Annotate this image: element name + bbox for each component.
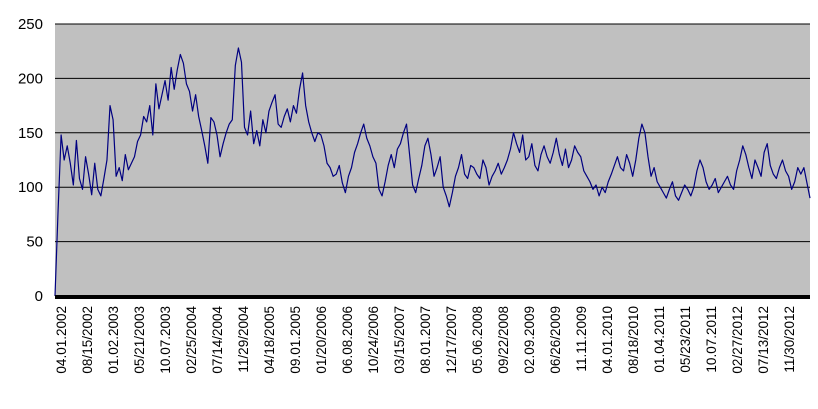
x-tick-label: 10.07.2011 xyxy=(704,306,719,373)
y-tick-label: 100 xyxy=(18,179,43,196)
y-tick-label: 150 xyxy=(18,125,43,142)
x-tick-label: 01.04.2011 xyxy=(652,306,667,373)
y-tick-label: 200 xyxy=(18,70,43,87)
x-tick-label: 05.06.2008 xyxy=(470,306,485,374)
y-tick-label: 0 xyxy=(35,288,43,305)
y-tick-label: 250 xyxy=(18,16,43,33)
x-tick-label: 02.09.2009 xyxy=(522,306,537,374)
x-tick-label: 08.01.2007 xyxy=(418,306,433,374)
x-tick-label: 01.02.2003 xyxy=(106,306,121,374)
x-tick-label: 11/30/2012 xyxy=(782,306,797,373)
y-axis-tick-labels: 0 50 100 150 200 250 xyxy=(18,16,43,305)
x-tick-label: 03/15/2007 xyxy=(392,306,407,374)
x-tick-label: 10.07.2003 xyxy=(158,306,173,374)
x-axis-baseline xyxy=(55,295,810,299)
x-tick-label: 06.08.2006 xyxy=(340,306,355,374)
series-layer xyxy=(54,47,811,297)
x-tick-label: 11.11.2009 xyxy=(574,306,589,372)
x-tick-label: 06/26/2009 xyxy=(548,306,563,374)
x-tick-label: 09.01.2005 xyxy=(288,306,303,374)
series-line-0 xyxy=(54,47,811,297)
x-tick-label: 01/20/2006 xyxy=(314,306,329,374)
x-tick-label: 09/22/2008 xyxy=(496,306,511,374)
x-tick-label: 12/17/2007 xyxy=(444,306,459,374)
x-tick-label: 11/29/2004 xyxy=(236,306,251,373)
x-tick-label: 05/21/2003 xyxy=(132,306,147,374)
x-tick-label: 07/13/2012 xyxy=(756,306,771,374)
x-tick-label: 04.01.2010 xyxy=(600,306,615,374)
x-tick-label: 07/14/2004 xyxy=(210,306,225,374)
x-tick-label: 05/23/2011 xyxy=(678,306,693,373)
x-tick-label: 02/27/2012 xyxy=(730,306,745,374)
x-tick-label: 08/15/2002 xyxy=(80,306,95,374)
y-tick-label: 50 xyxy=(26,234,43,251)
x-tick-label: 04/18/2005 xyxy=(262,306,277,374)
x-axis-tick-labels: 04.01.2002 08/15/2002 01.02.2003 05/21/2003… xyxy=(54,306,797,374)
x-tick-label: 04.01.2002 xyxy=(54,306,69,374)
x-tick-label: 10/24/2006 xyxy=(366,306,381,374)
x-tick-label: 08/18/2010 xyxy=(626,306,641,374)
x-tick-label: 02/25/2004 xyxy=(184,306,199,374)
plot-area-background xyxy=(55,24,810,296)
